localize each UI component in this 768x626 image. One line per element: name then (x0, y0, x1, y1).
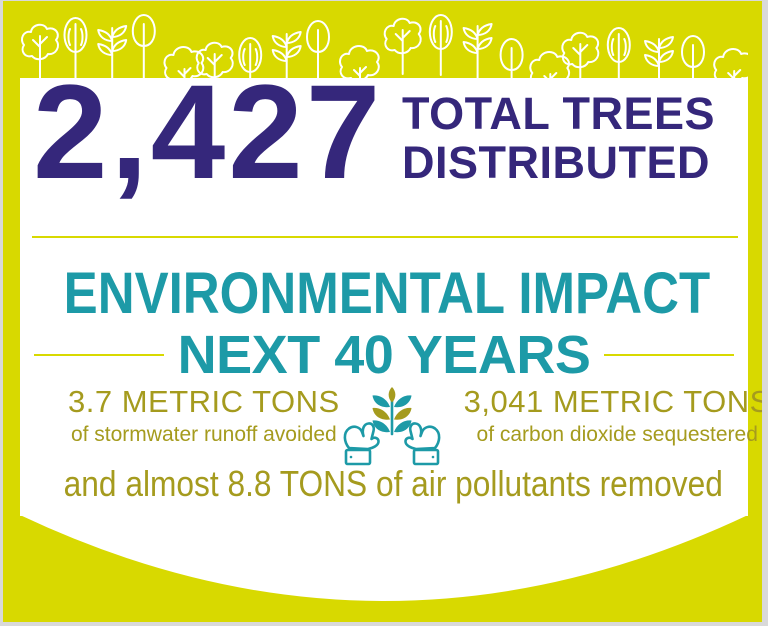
stormwater-stat-caption: of stormwater runoff avoided (70, 422, 337, 446)
tree-cloud-icon (383, 17, 422, 75)
right-rule (604, 354, 735, 356)
panel-bottom-curve (20, 515, 748, 601)
tree-round-icon (499, 38, 524, 78)
total-trees-label-line2: DISTRIBUTED (402, 136, 710, 188)
next-40-years-row: NEXT 40 YEARS (34, 325, 735, 385)
tree-round-icon (681, 35, 705, 78)
environmental-impact-heading: ENVIRONMENTAL IMPACT (63, 261, 711, 326)
stormwater-stat-value: 3.7 METRIC TONS (68, 384, 340, 419)
total-trees-label-line1: TOTAL TREES (402, 88, 716, 139)
left-hand (343, 422, 380, 466)
tree-oval-icon (606, 27, 631, 78)
section-divider (32, 236, 738, 238)
air-pollutants-footnote: and almost 8.8 TONS of air pollutants re… (63, 463, 723, 504)
hands-holding-plant-icon (343, 387, 441, 466)
plant-leaves (372, 387, 412, 433)
total-trees-label: TOTAL TREES DISTRIBUTED (402, 88, 716, 188)
tree-sapling-icon (462, 23, 493, 78)
next-40-years-subheading: NEXT 40 YEARS (177, 325, 591, 385)
stormwater-stat: 3.7 METRIC TONS of stormwater runoff avo… (28, 384, 340, 447)
carbon-stat-caption: of carbon dioxide sequestered (476, 422, 758, 446)
carbon-stat: 3,041 METRIC TONS of carbon dioxide sequ… (444, 384, 762, 447)
tree-cloud-icon (561, 31, 600, 78)
left-rule (34, 354, 164, 356)
impact-stats-row: 3.7 METRIC TONS of stormwater runoff avo… (28, 384, 762, 468)
total-trees-count: 2,427 (33, 58, 384, 207)
right-hand (403, 422, 441, 466)
chartreuse-frame: 2,427 TOTAL TREES DISTRIBUTED ENVIRONMEN… (3, 1, 762, 622)
carbon-stat-value: 3,041 METRIC TONS (463, 384, 762, 419)
content-panel: 2,427 TOTAL TREES DISTRIBUTED ENVIRONMEN… (20, 66, 762, 516)
tree-oval-icon (428, 14, 453, 76)
tree-oak-icon (713, 47, 748, 78)
tree-sapling-icon (644, 36, 674, 78)
